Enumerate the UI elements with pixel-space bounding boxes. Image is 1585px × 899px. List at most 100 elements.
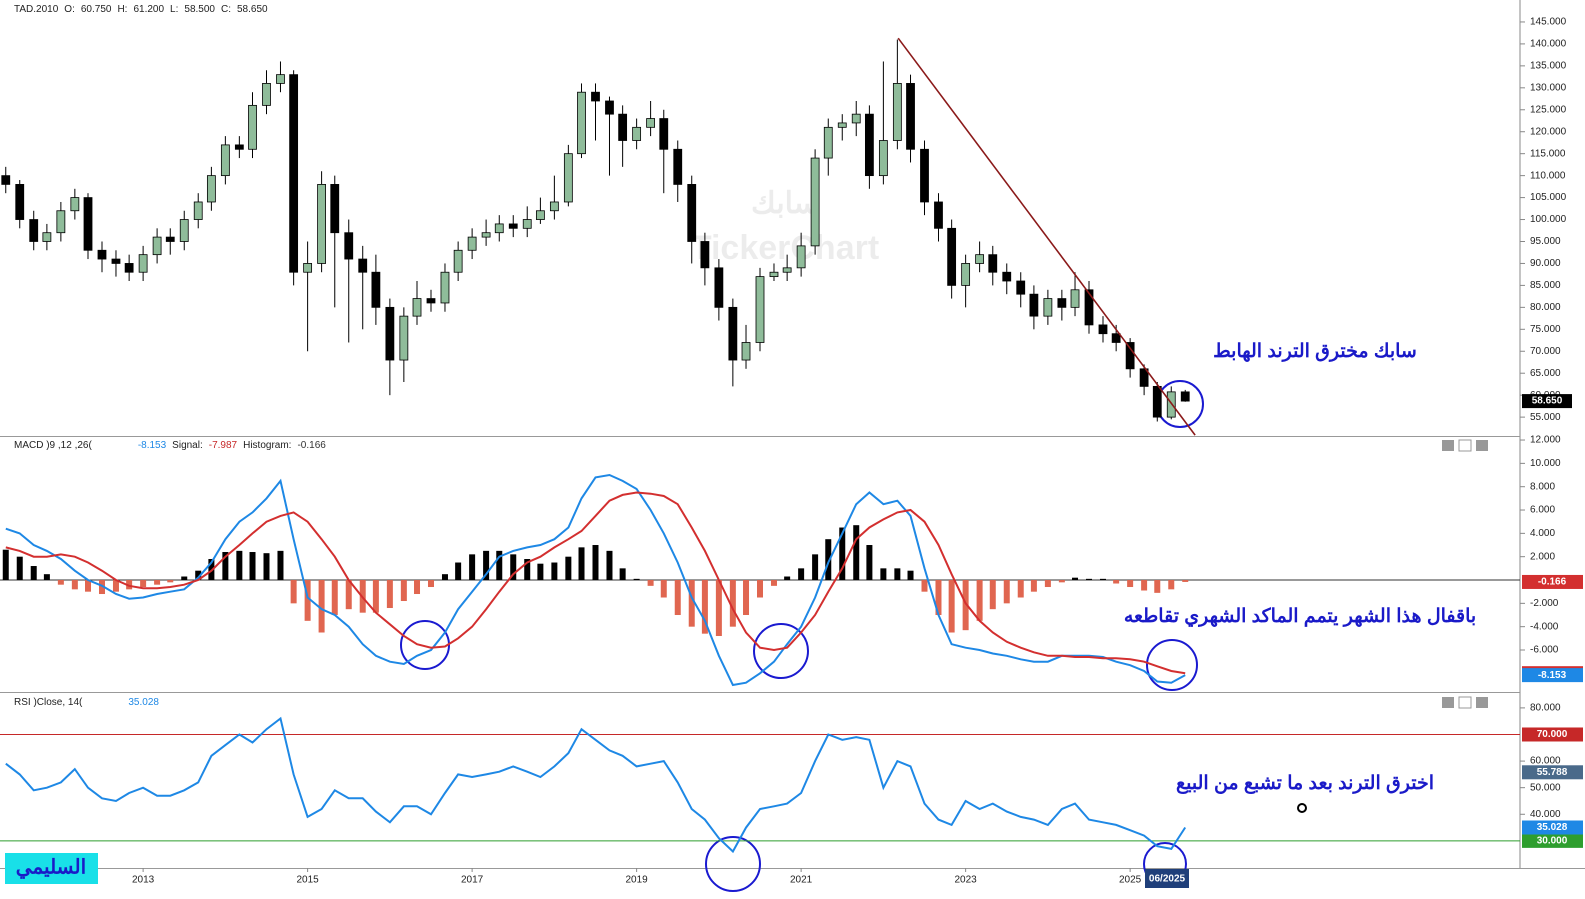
button[interactable] (1476, 440, 1488, 451)
candle-body (289, 74, 299, 273)
candle-body (193, 201, 203, 220)
candle-body (741, 342, 751, 361)
header-value: -0.166 (297, 440, 326, 451)
candle-body (15, 184, 25, 220)
candle-body (975, 254, 985, 264)
candle-body (605, 100, 614, 115)
candle-body (124, 263, 134, 273)
histogram-bar (674, 580, 681, 616)
histogram-bar (853, 525, 860, 581)
y-tick-label: -2.000 (1530, 598, 1559, 609)
axis-bg (1520, 0, 1585, 899)
histogram-bar (551, 562, 558, 581)
x-tick-label: 2021 (790, 875, 813, 886)
histogram-bar (537, 563, 544, 581)
histogram-bar (222, 552, 229, 581)
header-values: O: 60.750 H: 61.200 L: 58.500 C: 58.650 (64, 4, 273, 15)
histogram-bar (57, 580, 64, 585)
histogram-bar (784, 576, 791, 581)
header-values: -8.153 Signal: -7.987 Histogram: -0.166 (138, 440, 332, 451)
candle-body (111, 258, 121, 264)
histogram-bar (1113, 580, 1120, 584)
histogram-bar (935, 580, 942, 616)
header-name: L: (170, 4, 179, 15)
x-tick-label: 2017 (461, 875, 484, 886)
histogram-bar (510, 554, 517, 581)
histogram-bar (195, 570, 202, 581)
candle-body (591, 91, 600, 102)
histogram-bar (1086, 578, 1093, 581)
highlight-circle (753, 623, 809, 679)
cursor-label-bg (1145, 869, 1189, 888)
header-values: 35.028 (128, 697, 165, 708)
histogram-bar (236, 550, 243, 581)
histogram-bar (2, 549, 9, 581)
histogram-bar (921, 580, 928, 592)
candle-body (206, 175, 216, 203)
signal-line (5, 491, 1186, 675)
histogram-bar (1099, 578, 1106, 581)
level-label: 30.000 (1537, 836, 1568, 847)
candle-body (632, 126, 642, 141)
annotation: اخترق الترند بعد ما تشبع من البيع (1176, 773, 1434, 794)
candle-body (508, 223, 518, 229)
header-name: C: (220, 4, 231, 15)
y-tick-label: 120.000 (1530, 126, 1567, 137)
candle-body (481, 232, 491, 238)
candle-body (138, 254, 148, 273)
histogram-bar (907, 570, 914, 581)
candle-body (1180, 391, 1190, 402)
candle-body (535, 210, 545, 220)
macd-line (5, 473, 1186, 687)
candle-body (714, 267, 724, 308)
x-tick-label: 2019 (625, 875, 648, 886)
candle-body (165, 236, 175, 242)
candle-body (317, 184, 327, 264)
histogram-bar (660, 580, 667, 598)
candle-body (755, 276, 765, 343)
candle-body (961, 263, 971, 286)
histogram-bar (565, 556, 572, 581)
candle-body (1098, 324, 1108, 335)
candle-body (673, 148, 683, 185)
histogram-bar (112, 580, 119, 592)
histogram-bar (167, 580, 174, 583)
histogram-bar (606, 550, 613, 581)
value-tag-label: 55.788 (1537, 767, 1568, 778)
title: RSI )Close, 14( (14, 697, 83, 708)
candle-body (399, 315, 409, 361)
button[interactable] (1458, 439, 1472, 452)
candle-body (782, 267, 792, 273)
candle-body (70, 197, 80, 212)
button[interactable] (1476, 697, 1488, 708)
histogram-bar (277, 550, 284, 581)
candle-body (440, 271, 450, 304)
y-tick-label: 85.000 (1530, 280, 1561, 291)
histogram-bar (729, 580, 736, 627)
histogram-bar (140, 580, 147, 588)
histogram-bar (976, 580, 983, 621)
title: MACD )9 ,12 ,26( (14, 440, 92, 451)
histogram-bar (263, 553, 270, 581)
histogram-bar (126, 580, 133, 590)
candle-body (494, 223, 504, 234)
y-tick-label: 70.000 (1530, 346, 1561, 357)
header-value: 35.028 (128, 697, 159, 708)
candle-body (549, 201, 559, 212)
x-tick-label: 2023 (955, 875, 978, 886)
histogram-bar (1154, 580, 1161, 593)
y-tick-label: 95.000 (1530, 236, 1561, 247)
candle-body (1043, 298, 1053, 317)
button[interactable] (1442, 440, 1454, 451)
candle-body (330, 184, 340, 234)
button[interactable] (1442, 697, 1454, 708)
candle-body (42, 232, 52, 242)
histogram-bar (345, 580, 352, 610)
button[interactable] (1458, 696, 1472, 709)
histogram-bar (386, 580, 393, 609)
histogram-bar (414, 580, 421, 595)
candle-body (728, 306, 738, 361)
histogram-bar (592, 545, 599, 581)
header-value: -7.987 (208, 440, 238, 451)
histogram-bar (1127, 580, 1134, 588)
